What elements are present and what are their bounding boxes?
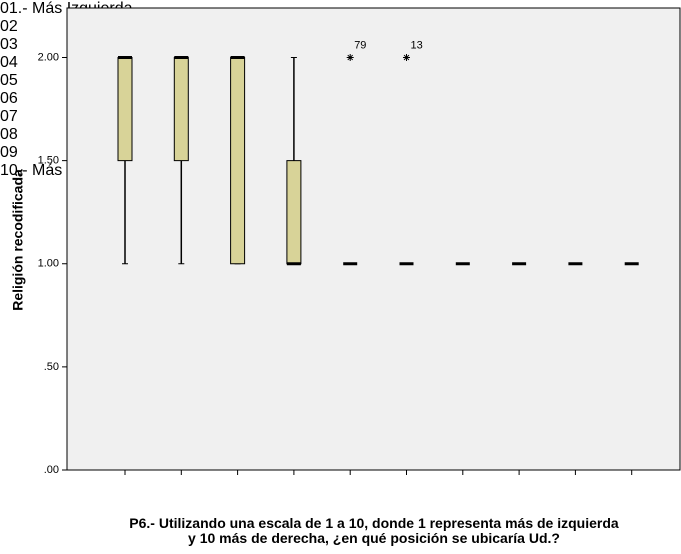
y-tick-label: .50 (44, 361, 59, 373)
plot-area (66, 7, 681, 471)
y-tick-label: .00 (44, 464, 59, 476)
outlier (346, 54, 354, 61)
x-tick-label: 08 (0, 126, 18, 143)
x-tick-label: 02 (0, 18, 18, 35)
x-tick-label: 04 (0, 54, 18, 71)
x-tick-label: 06 (0, 90, 18, 107)
box (286, 160, 302, 265)
x-axis-title: P6.- Utilizando una escala de 1 a 10, do… (129, 515, 619, 546)
box (230, 57, 246, 265)
y-tick-label: 1.00 (38, 258, 59, 270)
outlier (403, 54, 410, 61)
x-tick-label: 09 (0, 144, 18, 161)
x-tick-label: 03 (0, 36, 18, 53)
x-tick-label: 07 (0, 108, 18, 125)
y-tick-label: 2.00 (38, 51, 59, 63)
box (117, 57, 133, 162)
outlier-label: 13 (411, 39, 423, 51)
x-tick-label: 05 (0, 72, 18, 89)
box (173, 57, 189, 162)
y-tick-label: 1.50 (38, 155, 59, 167)
y-axis-title: Religión recodificada (10, 169, 26, 311)
outlier-label: 79 (354, 39, 366, 51)
